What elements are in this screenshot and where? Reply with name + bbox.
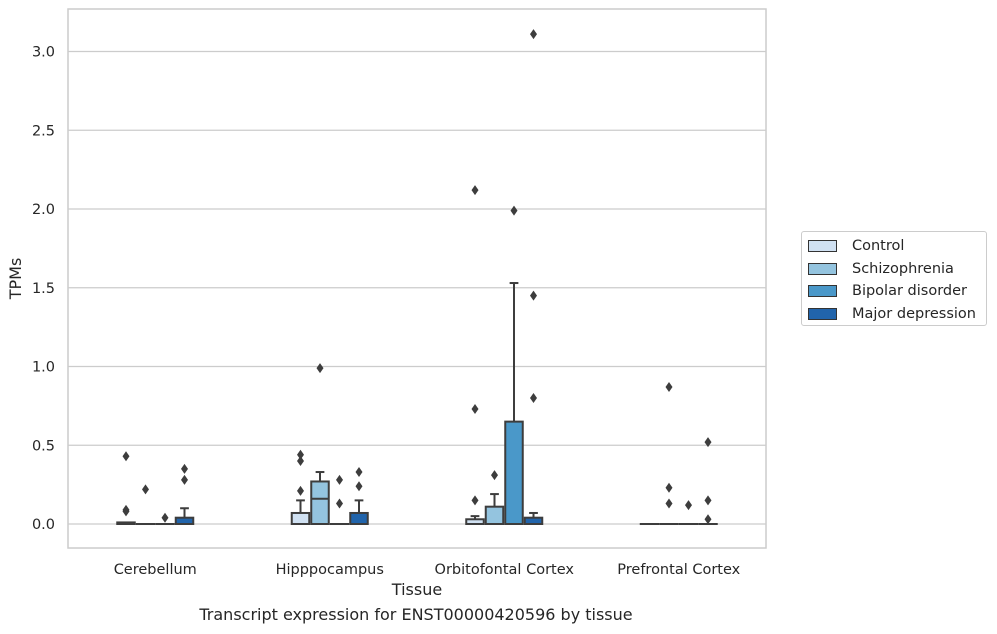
x-tick-label: Prefrontal Cortex <box>617 562 740 578</box>
box-plot <box>290 449 311 525</box>
outlier-point <box>142 484 149 495</box>
outlier-point <box>491 470 498 481</box>
y-tick-label: 2.5 <box>32 123 55 139</box>
legend-swatch <box>808 240 837 252</box>
outlier-point <box>297 485 304 496</box>
outlier-point <box>471 404 479 415</box>
legend-item: Bipolar disorder <box>808 282 967 300</box>
box-plot <box>329 474 350 526</box>
y-tick-label: 0.0 <box>32 517 55 533</box>
box <box>504 420 524 525</box>
category-group <box>290 363 369 526</box>
outlier-point <box>685 500 692 511</box>
gridlines <box>68 50 766 525</box>
outlier-point <box>665 381 673 392</box>
x-tick-label: Cerebellum <box>114 562 197 578</box>
box-plot <box>310 363 330 526</box>
y-tick-label: 2.0 <box>32 202 55 218</box>
outlier-point <box>704 514 712 525</box>
legend-swatch <box>808 262 837 275</box>
box-plot <box>116 451 136 525</box>
outlier-point <box>297 449 304 460</box>
legend-label: Bipolar disorder <box>852 283 967 299</box>
outlier-point <box>297 456 304 466</box>
category-group <box>465 29 544 526</box>
box-plot <box>678 500 699 526</box>
outlier-point <box>510 205 518 216</box>
outlier-point <box>161 512 169 523</box>
legend-item: Schizophrenia <box>808 260 954 278</box>
legend-label: Schizophrenia <box>852 260 954 277</box>
box-plot <box>523 29 544 526</box>
outlier-point <box>704 437 712 448</box>
y-axis-label: TPMs <box>6 258 25 301</box>
box <box>484 505 505 525</box>
box-plot <box>504 205 524 525</box>
outlier-point <box>530 29 537 40</box>
box <box>290 511 311 525</box>
outlier-point <box>355 467 363 478</box>
outlier-point <box>704 495 712 506</box>
outlier-point <box>181 463 188 474</box>
y-tick-label: 0.5 <box>32 438 55 454</box>
outlier-point <box>355 481 363 492</box>
outlier-point <box>471 495 479 506</box>
outlier-point <box>530 290 537 301</box>
y-tick-label: 3.0 <box>32 45 55 61</box>
outlier-point <box>122 506 130 517</box>
outlier-point <box>530 393 537 403</box>
x-axis-label: Tissue <box>391 580 442 599</box>
legend-swatch <box>808 285 837 297</box>
box-plot <box>698 437 718 526</box>
legend-swatch <box>808 307 837 320</box>
x-tick-label: Hipppocampus <box>276 562 384 578</box>
outlier-point <box>471 185 479 196</box>
y-tick-label: 1.0 <box>32 360 55 376</box>
box-plot <box>659 381 679 526</box>
box-plot <box>174 463 195 526</box>
box-plot <box>484 470 505 525</box>
x-tick-labels: Cerebellum Hipppocampus Orbitofontal Corte… <box>114 562 741 578</box>
outlier-point <box>316 363 324 374</box>
x-tick-label: Orbitofontal Cortex <box>435 562 575 578</box>
outlier-point <box>336 474 343 485</box>
chart-caption: Transcript expression for ENST0000042059… <box>199 605 633 624</box>
outlier-point <box>181 474 188 485</box>
legend-item: Major depression <box>808 305 976 323</box>
legend: Control Schizophrenia Bipolar disorder Majo… <box>801 231 987 326</box>
y-tick-label: 1.5 <box>32 281 55 297</box>
plot-frame <box>67 8 767 549</box>
legend-label: Major depression <box>852 305 976 322</box>
outlier-point <box>122 451 130 462</box>
box-plot <box>135 484 156 526</box>
outlier-point <box>336 498 343 509</box>
box <box>310 480 330 526</box>
legend-label: Control <box>852 238 905 254</box>
outlier-point <box>665 498 673 509</box>
category-group <box>639 381 718 526</box>
box <box>349 511 369 525</box>
box-plot <box>155 512 175 526</box>
legend-item: Control <box>808 237 904 255</box>
y-tick-labels: 0.0 0.5 1.0 1.5 2.0 2.5 3.0 <box>32 45 55 534</box>
outlier-point <box>665 482 673 493</box>
box-plot <box>465 185 485 526</box>
category-group <box>116 451 195 526</box>
box-plot <box>349 467 369 525</box>
